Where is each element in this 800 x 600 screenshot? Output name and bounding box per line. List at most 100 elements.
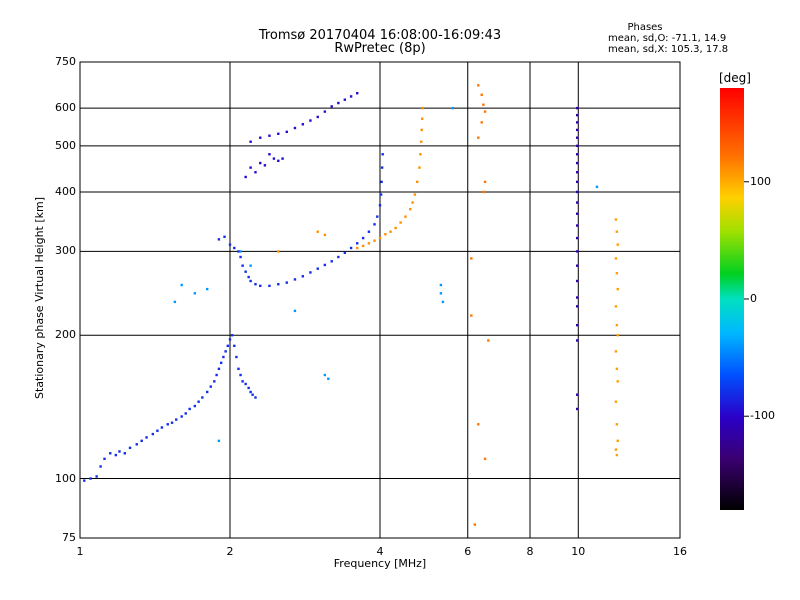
data-point — [251, 393, 254, 396]
data-points — [83, 84, 619, 526]
data-point — [281, 157, 284, 160]
data-point — [99, 465, 102, 468]
data-point — [576, 339, 579, 342]
chart-subtitle: RwPretec (8p) — [334, 41, 426, 56]
y-tick-label: 750 — [55, 55, 76, 68]
data-point — [404, 215, 407, 218]
data-point — [367, 242, 371, 245]
data-point — [480, 121, 483, 124]
data-point — [217, 238, 221, 241]
data-point — [173, 300, 177, 304]
data-point — [118, 450, 121, 453]
data-point — [477, 136, 480, 139]
data-point — [441, 300, 445, 304]
data-point — [277, 159, 280, 163]
data-point — [83, 479, 86, 482]
data-point — [576, 128, 579, 132]
data-point — [309, 271, 312, 274]
data-point — [399, 221, 402, 224]
data-point — [419, 153, 422, 156]
data-point — [384, 233, 387, 236]
data-point — [576, 136, 579, 139]
colorbar-ticks — [744, 181, 749, 417]
data-point — [323, 233, 327, 237]
data-point — [233, 246, 236, 250]
data-point — [277, 250, 280, 253]
data-point — [361, 244, 365, 248]
colorbar — [720, 88, 744, 510]
data-point — [616, 287, 619, 291]
data-point — [576, 201, 579, 204]
data-point — [135, 443, 138, 446]
data-point — [576, 264, 579, 267]
data-point — [201, 396, 204, 399]
data-point — [235, 355, 238, 359]
data-point — [205, 287, 209, 291]
data-point — [244, 382, 247, 386]
data-point — [576, 323, 579, 327]
data-point — [268, 153, 271, 156]
data-point — [228, 243, 232, 246]
data-point — [349, 246, 353, 250]
data-point — [293, 126, 297, 130]
data-point — [241, 380, 244, 383]
colorbar-tick-label: -100 — [750, 409, 775, 423]
data-point — [343, 251, 347, 255]
data-point — [394, 226, 397, 230]
phase-stats-o: mean, sd,O: -71.1, 14.9 — [608, 33, 727, 44]
data-point — [285, 130, 288, 134]
data-point — [327, 377, 330, 380]
data-point — [614, 400, 618, 403]
y-tick-label: 600 — [55, 101, 76, 115]
data-point — [337, 101, 340, 105]
y-tick-label: 400 — [55, 184, 76, 198]
x-axis-label: Frequency [MHz] — [333, 557, 427, 570]
data-point — [170, 421, 174, 424]
data-point — [576, 180, 579, 184]
data-point — [228, 338, 232, 341]
data-point — [376, 215, 379, 218]
data-point — [222, 355, 225, 359]
data-point — [616, 243, 619, 246]
data-point — [615, 323, 619, 327]
phase-stats-x: mean, sd,X: 105.3, 17.8 — [608, 44, 729, 55]
data-point — [277, 283, 280, 286]
data-point — [259, 161, 262, 165]
data-point — [389, 230, 392, 233]
data-point — [576, 153, 579, 156]
data-point — [482, 190, 485, 194]
data-point — [349, 95, 353, 98]
data-point — [219, 361, 223, 365]
data-point — [89, 477, 92, 480]
x-tick-label: 6 — [464, 545, 472, 558]
data-point — [614, 218, 618, 221]
data-point — [241, 264, 244, 267]
data-point — [184, 412, 187, 415]
data-point — [480, 93, 483, 96]
data-point — [576, 296, 579, 299]
data-point — [160, 426, 164, 429]
data-point — [576, 250, 579, 253]
data-point — [576, 144, 579, 148]
data-point — [576, 161, 579, 165]
data-point — [355, 246, 359, 250]
data-point — [576, 236, 579, 240]
data-point — [451, 106, 455, 110]
data-point — [224, 350, 227, 353]
data-point — [166, 423, 169, 426]
data-point — [239, 373, 242, 377]
data-point — [285, 281, 288, 284]
data-point — [223, 235, 226, 238]
chart-title: Tromsø 20170404 16:08:00-16:09:43 — [258, 28, 502, 43]
data-point — [254, 171, 257, 174]
data-point — [420, 128, 423, 132]
data-point — [237, 367, 240, 371]
data-point — [614, 257, 618, 260]
data-point — [483, 180, 487, 184]
data-point — [330, 105, 333, 108]
data-point — [576, 121, 579, 124]
data-point — [355, 242, 359, 245]
data-point — [420, 117, 424, 120]
data-point — [193, 404, 197, 408]
